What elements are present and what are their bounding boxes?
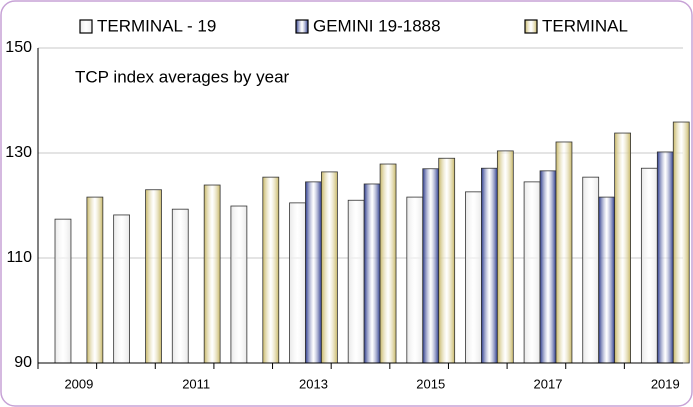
bar	[289, 202, 306, 364]
bar	[406, 196, 424, 364]
bar	[347, 199, 365, 364]
legend-swatch	[295, 19, 309, 34]
bar	[481, 167, 498, 364]
bar	[379, 163, 397, 364]
bar	[465, 191, 482, 364]
legend-swatch	[79, 19, 93, 34]
bar	[86, 196, 104, 364]
y-tick-label: 90	[14, 354, 32, 371]
bar	[203, 184, 221, 364]
bar	[363, 183, 381, 364]
legend-label: GEMINI 19-1888	[313, 16, 441, 35]
bar	[438, 157, 456, 364]
x-tick-label: 2013	[299, 376, 328, 391]
bar	[321, 171, 338, 364]
x-tick-label: 2017	[534, 376, 563, 391]
x-tick-label: 2019	[651, 376, 680, 391]
bar	[145, 189, 162, 364]
bar	[305, 181, 322, 364]
bar	[422, 168, 440, 364]
bar	[496, 150, 514, 364]
bar	[230, 205, 248, 364]
bar	[656, 151, 674, 364]
y-tick-label: 130	[5, 144, 32, 161]
x-tick-label: 2011	[182, 376, 210, 391]
bar	[640, 167, 658, 364]
bar	[555, 141, 573, 364]
bar	[614, 132, 631, 364]
bar	[262, 176, 280, 364]
bar	[539, 170, 557, 364]
y-tick-label: 110	[6, 249, 32, 266]
chart-title: TCP index averages by year	[75, 67, 290, 86]
legend-swatch	[524, 19, 538, 34]
legend-label: TERMINAL - 19	[97, 16, 216, 35]
y-tick-label: 150	[5, 39, 32, 56]
x-tick-label: 2015	[416, 376, 445, 391]
bar	[523, 181, 541, 364]
bar	[598, 196, 616, 364]
bar	[171, 208, 189, 364]
bar	[113, 214, 130, 364]
legend-label: TERMINAL	[542, 16, 628, 35]
x-tick-label: 2009	[64, 376, 93, 391]
bar	[582, 176, 600, 364]
bar	[54, 218, 72, 364]
bar	[672, 121, 690, 364]
